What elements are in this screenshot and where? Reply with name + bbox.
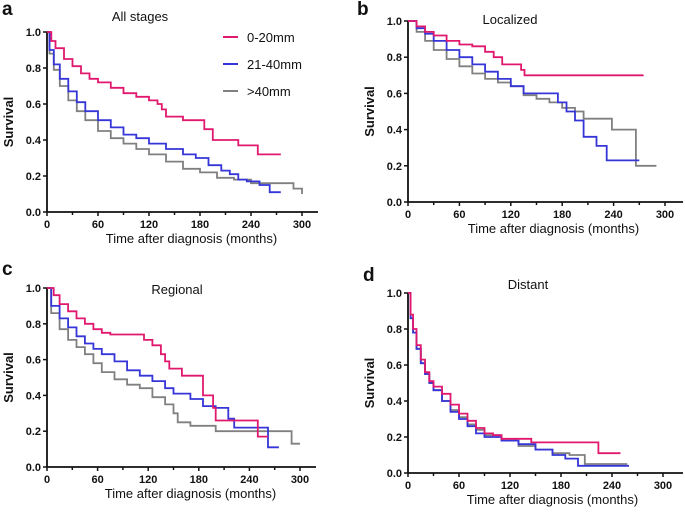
panel-b: b Localized 0.0 0.2 0.4 0.6 0.8 1.0 0 60 120 180 240… [357,0,683,236]
x-tick-label: 180 [553,209,571,221]
y-axis-label: Survival [362,86,377,137]
survival-curve-40mm [47,287,300,445]
y-axis-label: Survival [362,358,377,409]
x-tick-label: 60 [91,474,103,486]
x-tick-label: 0 [405,209,411,221]
x-tick-label: 300 [291,474,309,486]
x-tick-label: 180 [552,480,570,492]
x-tick-label: 240 [242,219,260,231]
panel-title: Regional [151,282,202,297]
x-axis-label: Time after diagnosis (months) [105,486,276,501]
x-tick-label: 120 [501,480,519,492]
y-tick-label: 0.0 [387,197,402,209]
x-axis-label: Time after diagnosis (months) [106,231,277,246]
y-tick-label: 1.0 [26,283,41,295]
survival-curve-0-20mm [408,20,644,77]
y-tick-label: 0.6 [26,355,41,367]
x-tick-label: 240 [603,480,621,492]
x-tick-label: 60 [92,219,104,231]
x-tick-label: 180 [191,219,209,231]
x-tick-label: 0 [405,480,411,492]
y-tick-label: 0.2 [387,432,402,444]
y-tick-label: 1.0 [387,16,402,28]
y-tick-label: 1.0 [26,27,41,39]
legend-label: >40mm [247,84,291,99]
survival-curve-21-40mm [408,292,629,467]
panel-c: c Regional 0.0 0.2 0.4 0.6 0.8 1.0 0 60 120 180 240 3… [1,259,316,501]
panel-letter: b [357,0,369,20]
x-tick-label: 300 [656,209,674,221]
panel-title: All stages [112,9,169,24]
survival-curve-0-20mm [47,31,281,156]
y-tick-label: 0.4 [26,135,42,147]
x-axis-label: Time after diagnosis (months) [467,492,638,507]
x-tick-label: 300 [293,219,311,231]
x-tick-label: 180 [190,474,208,486]
x-tick-label: 120 [502,209,520,221]
y-axis-label: Survival [1,352,16,403]
legend: 0-20mm 21-40mm >40mm [223,30,302,99]
x-tick-label: 120 [139,474,157,486]
panel-letter: d [363,265,375,286]
y-tick-label: 0.0 [26,207,41,219]
y-tick-label: 0.6 [387,360,402,372]
x-tick-label: 60 [453,209,465,221]
panel-a: a All stages 0.0 0.2 0.4 0.6 0.8 1.0 0 60 120 180 24… [1,0,318,246]
x-tick-label: 240 [240,474,258,486]
y-tick-label: 0.2 [26,171,41,183]
y-tick-label: 1.0 [387,288,402,300]
y-tick-label: 0.0 [387,468,402,480]
y-axis-label: Survival [1,97,16,148]
panel-title: Distant [508,277,549,292]
x-tick-label: 300 [654,480,672,492]
y-tick-label: 0.2 [387,161,402,173]
y-tick-label: 0.4 [387,396,403,408]
y-tick-label: 0.0 [26,462,41,474]
panel-letter: c [2,259,13,280]
x-axis-label: Time after diagnosis (months) [468,221,639,236]
legend-label: 0-20mm [247,30,295,45]
y-tick-label: 0.6 [26,99,41,111]
survival-curve-21-40mm [47,287,279,449]
x-tick-label: 120 [140,219,158,231]
x-tick-label: 0 [44,219,50,231]
y-tick-label: 0.6 [387,88,402,100]
y-tick-label: 0.4 [387,125,403,137]
x-tick-label: 60 [453,480,465,492]
x-tick-label: 0 [44,474,50,486]
legend-label: 21-40mm [247,57,302,72]
survival-curve-21-40mm [47,31,281,194]
y-tick-label: 0.2 [26,426,41,438]
y-tick-label: 0.8 [387,324,402,336]
y-tick-label: 0.8 [387,52,402,64]
y-tick-label: 0.8 [26,63,41,75]
panel-d: d Distant 0.0 0.2 0.4 0.6 0.8 1.0 0 60 120 180 240 30… [362,265,683,507]
panel-letter: a [2,0,13,20]
y-tick-label: 0.8 [26,319,41,331]
x-tick-label: 240 [604,209,622,221]
survival-curve-0-20mm [47,287,268,438]
survival-curve-0-20mm [408,292,621,455]
y-tick-label: 0.4 [26,390,42,402]
panel-title: Localized [483,12,538,27]
survival-curve-21-40mm [408,20,640,162]
